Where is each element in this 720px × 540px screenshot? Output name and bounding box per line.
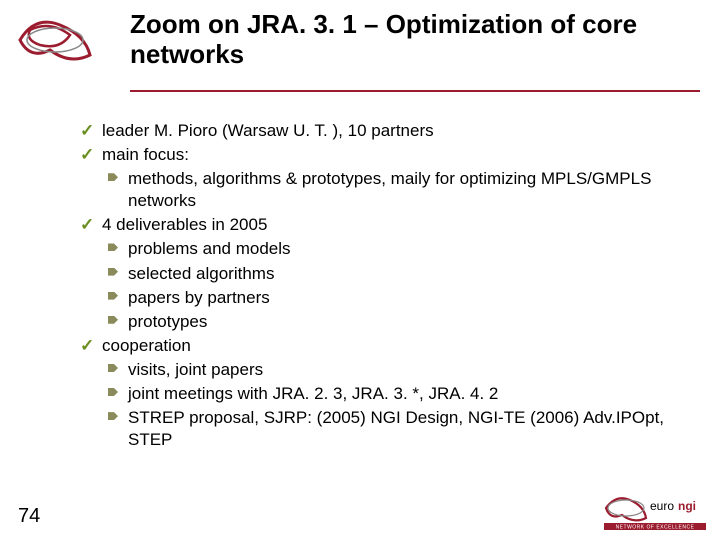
bullet-text: cooperation [102,336,191,355]
bullet-l1: main focus: [80,144,690,166]
svg-text:ngi: ngi [678,499,696,513]
logo-bottom-right: euro ngi NETWORK OF EXCELLENCE [600,490,710,532]
slide-title: Zoom on JRA. 3. 1 – Optimization of core… [130,10,700,70]
bullet-text: papers by partners [128,288,270,307]
logo-top-left [10,10,100,70]
bullet-text: problems and models [128,239,291,258]
page-number: 74 [18,505,40,528]
bullet-text: 4 deliverables in 2005 [102,215,267,234]
title-underline [130,90,700,92]
bullet-l2: prototypes [80,311,690,333]
svg-text:euro: euro [650,499,674,513]
slide-content: leader M. Pioro (Warsaw U. T. ), 10 part… [80,120,690,453]
bullet-text: main focus: [102,145,189,164]
bullet-l2: papers by partners [80,287,690,309]
bullet-l1: cooperation [80,335,690,357]
bullet-text: visits, joint papers [128,360,263,379]
bullet-l1: 4 deliverables in 2005 [80,214,690,236]
bullet-l2: problems and models [80,238,690,260]
bullet-text: joint meetings with JRA. 2. 3, JRA. 3. *… [128,384,498,403]
bullet-text: prototypes [128,312,207,331]
bullet-l2: selected algorithms [80,263,690,285]
bullet-l2: methods, algorithms & prototypes, maily … [80,168,690,212]
bullet-l2: visits, joint papers [80,359,690,381]
bullet-l2: joint meetings with JRA. 2. 3, JRA. 3. *… [80,383,690,405]
bullet-text: leader M. Pioro (Warsaw U. T. ), 10 part… [102,121,434,140]
bullet-l1: leader M. Pioro (Warsaw U. T. ), 10 part… [80,120,690,142]
bullet-text: selected algorithms [128,264,274,283]
svg-text:NETWORK OF EXCELLENCE: NETWORK OF EXCELLENCE [616,525,695,531]
bullet-text: methods, algorithms & prototypes, maily … [128,169,651,210]
bullet-l2: STREP proposal, SJRP: (2005) NGI Design,… [80,407,690,451]
bullet-text: STREP proposal, SJRP: (2005) NGI Design,… [128,408,664,449]
